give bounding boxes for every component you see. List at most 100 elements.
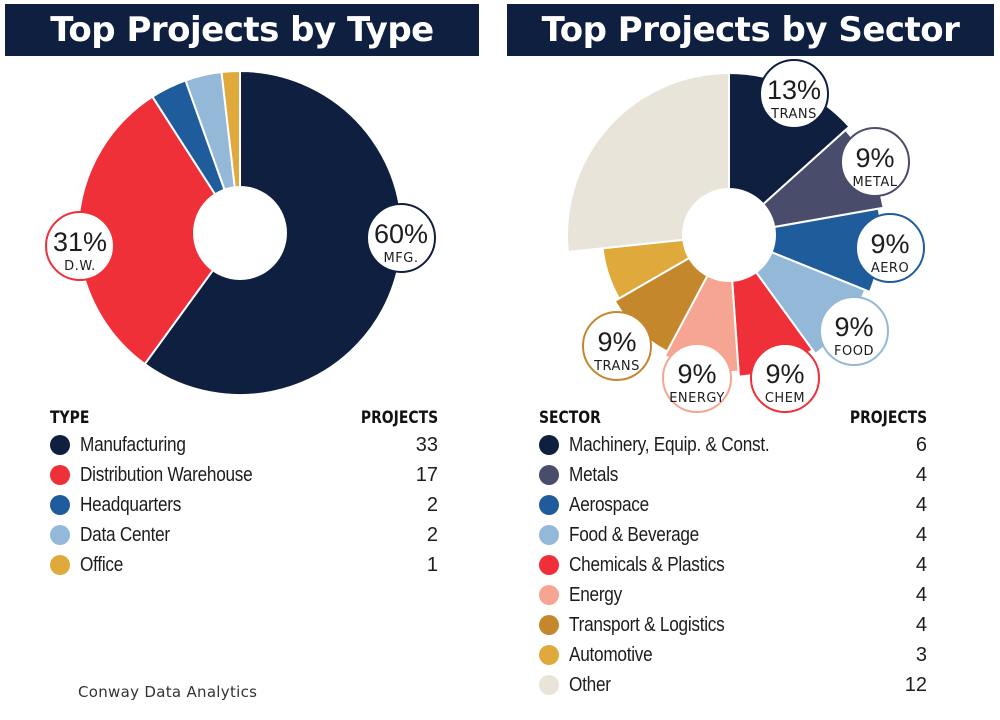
legend-value: 4 — [915, 463, 927, 486]
legend-value: 4 — [915, 613, 927, 636]
callout-badge — [840, 127, 910, 197]
legend-value: 17 — [415, 463, 438, 486]
legend-swatch — [539, 585, 559, 605]
legend-label: Data Center — [80, 523, 170, 546]
legend-swatch — [50, 555, 70, 575]
callout-distribution-warehouse: 31% D.W. — [45, 211, 115, 281]
legend-swatch — [539, 465, 559, 485]
callout-short-label: METAL — [853, 175, 898, 190]
callout-short-label: TRANS — [770, 107, 817, 122]
callout-badge — [750, 343, 820, 413]
type-legend-header: TYPE PROJECTS — [50, 406, 438, 430]
callout-percent: 9% — [870, 229, 909, 259]
type-chart-title: Top Projects by Type — [50, 10, 434, 50]
legend-value: 4 — [915, 583, 927, 606]
callout-machinery-equip-const: 13% TRANS — [759, 59, 829, 129]
callout-percent: 9% — [765, 359, 804, 389]
legend-row-food-beverage: Food & Beverage 4 — [539, 520, 927, 550]
type-legend-header-projects: PROJECTS — [360, 408, 439, 428]
type-chart-title-bar: Top Projects by Type — [5, 4, 479, 56]
callout-short-label: CHEM — [765, 391, 805, 406]
sector-chart-title: Top Projects by Sector — [541, 10, 960, 50]
callout-percent: 9% — [677, 359, 716, 389]
callout-badge — [759, 59, 829, 129]
legend-label: Automotive — [569, 643, 653, 666]
legend-label: Other — [569, 673, 611, 696]
legend-swatch — [50, 465, 70, 485]
legend-value: 33 — [415, 433, 438, 456]
sector-donut-chart: 13% TRANS 9% METAL 9% AERO 9% FOOD 9% CHEM 9% ENERG… — [566, 59, 925, 413]
legend-row-headquarters: Headquarters 2 — [50, 490, 438, 520]
legend-row-manufacturing: Manufacturing 33 — [50, 430, 438, 460]
donut-hole — [682, 188, 776, 282]
legend-value: 2 — [426, 493, 438, 516]
callout-percent: 60% — [374, 219, 428, 249]
callout-percent: 9% — [834, 312, 873, 342]
sector-chart-title-bar: Top Projects by Sector — [507, 4, 994, 56]
callout-metals: 9% METAL — [840, 127, 910, 197]
sector-legend-header-label: SECTOR — [539, 408, 601, 428]
callout-food-beverage: 9% FOOD — [819, 296, 889, 366]
callout-short-label: TRANS — [593, 359, 640, 374]
callout-badge — [819, 296, 889, 366]
legend-label: Energy — [569, 583, 622, 606]
legend-swatch — [50, 525, 70, 545]
slice-other — [566, 71, 730, 254]
callout-aerospace: 9% AERO — [855, 213, 925, 283]
legend-value: 1 — [426, 553, 438, 576]
sector-legend-header-projects: PROJECTS — [849, 408, 928, 428]
legend-row-metals: Metals 4 — [539, 460, 927, 490]
legend-row-chemicals-plastics: Chemicals & Plastics 4 — [539, 550, 927, 580]
legend-row-energy: Energy 4 — [539, 580, 927, 610]
callout-short-label: D.W. — [64, 259, 96, 274]
sector-legend: SECTOR PROJECTS Machinery, Equip. & Cons… — [539, 406, 927, 700]
callout-badge — [662, 343, 732, 413]
callout-short-label: FOOD — [834, 344, 874, 359]
legend-row-aerospace: Aerospace 4 — [539, 490, 927, 520]
legend-label: Metals — [569, 463, 619, 486]
legend-value: 6 — [915, 433, 927, 456]
legend-label: Chemicals & Plastics — [569, 553, 725, 576]
type-legend-header-label: TYPE — [50, 408, 90, 428]
legend-swatch — [539, 555, 559, 575]
callout-chemicals-plastics: 9% CHEM — [750, 343, 820, 413]
donut-hole — [193, 186, 287, 280]
callout-percent: 13% — [767, 75, 821, 105]
callout-short-label: ENERGY — [669, 391, 725, 406]
callout-percent: 9% — [597, 327, 636, 357]
legend-swatch — [539, 495, 559, 515]
footer-credit: Conway Data Analytics — [78, 683, 258, 701]
type-donut-chart: 60% MFG. 31% D.W. — [45, 69, 436, 396]
callout-badge — [582, 311, 652, 381]
legend-label: Office — [80, 553, 124, 576]
legend-row-machinery-equip-const: Machinery, Equip. & Const. 6 — [539, 430, 927, 460]
callout-transport-logistics: 9% TRANS — [582, 311, 652, 381]
legend-swatch — [50, 435, 70, 455]
callout-badge — [855, 213, 925, 283]
legend-label: Distribution Warehouse — [80, 463, 253, 486]
legend-row-office: Office 1 — [50, 550, 438, 580]
legend-value: 2 — [426, 523, 438, 546]
type-legend: TYPE PROJECTS Manufacturing 33 Distributio… — [50, 406, 438, 580]
legend-value: 3 — [915, 643, 927, 666]
callout-badge — [45, 211, 115, 281]
legend-row-automotive: Automotive 3 — [539, 640, 927, 670]
legend-label: Machinery, Equip. & Const. — [569, 433, 770, 456]
legend-swatch — [539, 615, 559, 635]
legend-row-data-center: Data Center 2 — [50, 520, 438, 550]
legend-value: 4 — [915, 493, 927, 516]
legend-row-distribution-warehouse: Distribution Warehouse 17 — [50, 460, 438, 490]
legend-value: 12 — [904, 673, 927, 696]
legend-swatch — [50, 495, 70, 515]
legend-label: Headquarters — [80, 493, 182, 516]
callout-manufacturing: 60% MFG. — [366, 203, 436, 273]
callout-short-label: AERO — [871, 261, 909, 276]
legend-label: Aerospace — [569, 493, 649, 516]
legend-label: Food & Beverage — [569, 523, 699, 546]
legend-swatch — [539, 675, 559, 695]
callout-badge — [366, 203, 436, 273]
legend-value: 4 — [915, 523, 927, 546]
callout-short-label: MFG. — [384, 251, 419, 266]
legend-swatch — [539, 435, 559, 455]
